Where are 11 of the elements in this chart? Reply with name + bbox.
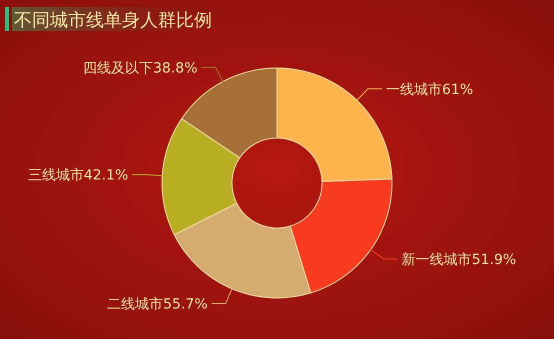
- slice-label: 二线城市: [107, 296, 164, 313]
- data-label: 51.9%: [472, 252, 516, 268]
- data-label: 55.7%: [163, 296, 208, 313]
- data-label: 61%: [442, 82, 474, 98]
- data-label: 38.8%: [153, 60, 198, 76]
- slice-label: 新一线城市: [402, 252, 472, 268]
- slice-label: 三线城市: [28, 168, 84, 184]
- slice-label: 一线城市: [386, 82, 442, 98]
- chart-title: 不同城市线单身人群比例: [14, 10, 212, 31]
- slice-label: 四线及以下: [83, 60, 154, 76]
- data-label: 42.1%: [84, 168, 128, 184]
